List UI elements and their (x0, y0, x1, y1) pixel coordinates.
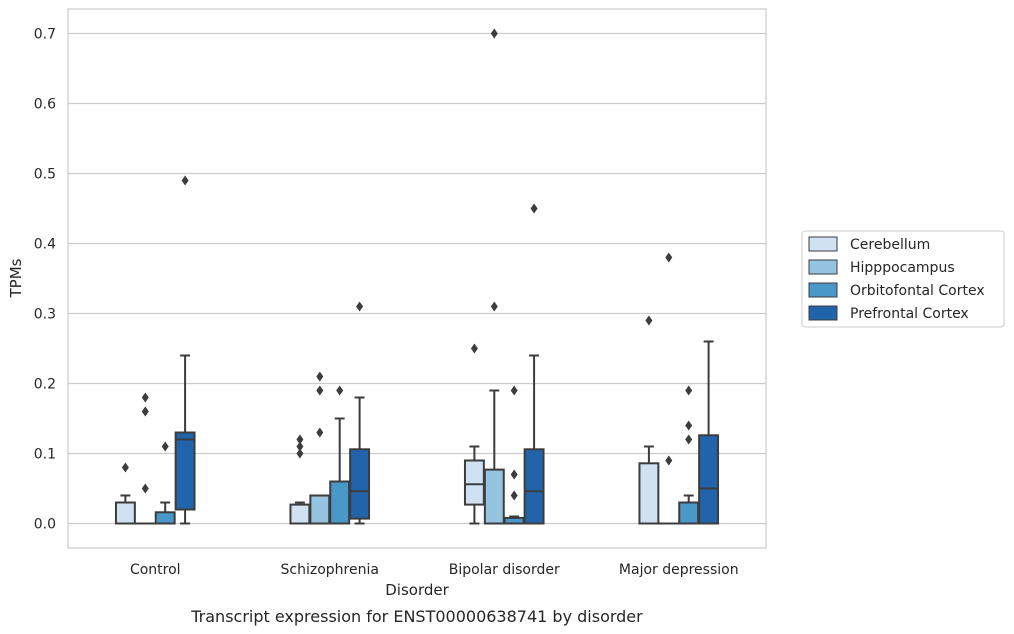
box-body (523, 448, 545, 525)
box-2-2 (503, 385, 525, 525)
outlier-point (336, 385, 344, 396)
box-body (698, 434, 720, 525)
legend-swatch (808, 282, 838, 298)
y-tick-label: 0.0 (34, 517, 56, 533)
legend-swatch (808, 305, 838, 321)
y-axis-ticks: 0.0 0.1 0.2 0.3 0.4 0.5 0.6 0.7 (34, 27, 56, 533)
outlier-point (490, 28, 498, 39)
box-1-0 (134, 392, 156, 525)
chart-caption: Transcript expression for ENST0000063874… (190, 607, 643, 626)
outlier-point (296, 434, 304, 445)
y-tick-label: 0.4 (34, 237, 56, 253)
box-body (309, 494, 331, 525)
legend-swatch (808, 236, 838, 252)
x-tick-label: Control (130, 562, 181, 578)
outlier-point (141, 483, 149, 494)
plot-frame (67, 8, 767, 549)
outlier-point (470, 343, 478, 354)
legend-items: Cerebellum Hipppocampus Orbitofontal Corte… (808, 236, 985, 322)
y-tick-label: 0.5 (34, 167, 56, 183)
outlier-point (645, 315, 653, 326)
outlier-point (356, 301, 364, 312)
box-body (329, 480, 351, 525)
outlier-point (685, 385, 693, 396)
box-2-1 (329, 385, 351, 525)
y-axis-title: TPMs (7, 258, 25, 298)
outlier-point (685, 420, 693, 431)
legend-label: Hipppocampus (850, 260, 955, 276)
outlier-point (665, 252, 673, 263)
x-tick-label: Schizophrenia (281, 562, 379, 578)
outlier-point (530, 203, 538, 214)
outlier-point (316, 371, 324, 382)
y-tick-label: 0.6 (34, 97, 56, 113)
box-1-2 (483, 28, 505, 525)
legend-label: Prefrontal Cortex (850, 306, 969, 322)
x-tick-label: Major depression (619, 562, 739, 578)
box-3-1 (349, 301, 371, 525)
outlier-point (141, 406, 149, 417)
outlier-point (316, 427, 324, 438)
box-0-0 (114, 462, 136, 525)
outlier-point (161, 441, 169, 452)
x-tick-label: Bipolar disorder (449, 562, 560, 578)
box-3-2 (523, 203, 545, 525)
box-body (463, 459, 485, 506)
outlier-point (510, 385, 518, 396)
box-0-3 (638, 315, 660, 525)
y-tick-label: 0.1 (34, 447, 56, 463)
outlier-point (141, 392, 149, 403)
legend-frame (801, 230, 1005, 328)
outlier-point (181, 175, 189, 186)
box-3-3 (698, 340, 720, 525)
outlier-point (510, 469, 518, 480)
outlier-point (296, 448, 304, 459)
box-body (154, 511, 176, 525)
outlier-point (510, 490, 518, 501)
box-0-2 (463, 343, 485, 525)
legend-swatch (808, 259, 838, 275)
box-body (174, 431, 196, 511)
legend: Cerebellum Hipppocampus Orbitofontal Corte… (801, 230, 1005, 328)
outlier-point (685, 434, 693, 445)
x-axis-title: Disorder (385, 581, 449, 599)
outlier-point (296, 441, 304, 452)
legend-label: Cerebellum (850, 237, 930, 253)
outlier-point (316, 385, 324, 396)
box-body (638, 462, 660, 525)
box-body (289, 503, 311, 525)
plot-area (68, 9, 766, 548)
box-body (678, 501, 700, 525)
box-2-0 (154, 441, 176, 525)
box-series (114, 28, 720, 525)
x-axis-ticks: Control Schizophrenia Bipolar disorder Majo… (130, 562, 739, 578)
box-body (349, 448, 371, 520)
box-body (483, 468, 505, 525)
outlier-point (121, 462, 129, 473)
legend-label: Orbitofontal Cortex (850, 283, 985, 299)
outlier-point (490, 301, 498, 312)
box-3-0 (174, 175, 196, 525)
y-tick-label: 0.3 (34, 307, 56, 323)
box-0-1 (289, 434, 311, 525)
y-tick-label: 0.2 (34, 377, 56, 393)
outlier-point (665, 455, 673, 466)
box-1-1 (309, 371, 331, 525)
box-body (114, 501, 136, 525)
y-tick-label: 0.7 (34, 27, 56, 43)
box-1-3 (658, 252, 680, 525)
